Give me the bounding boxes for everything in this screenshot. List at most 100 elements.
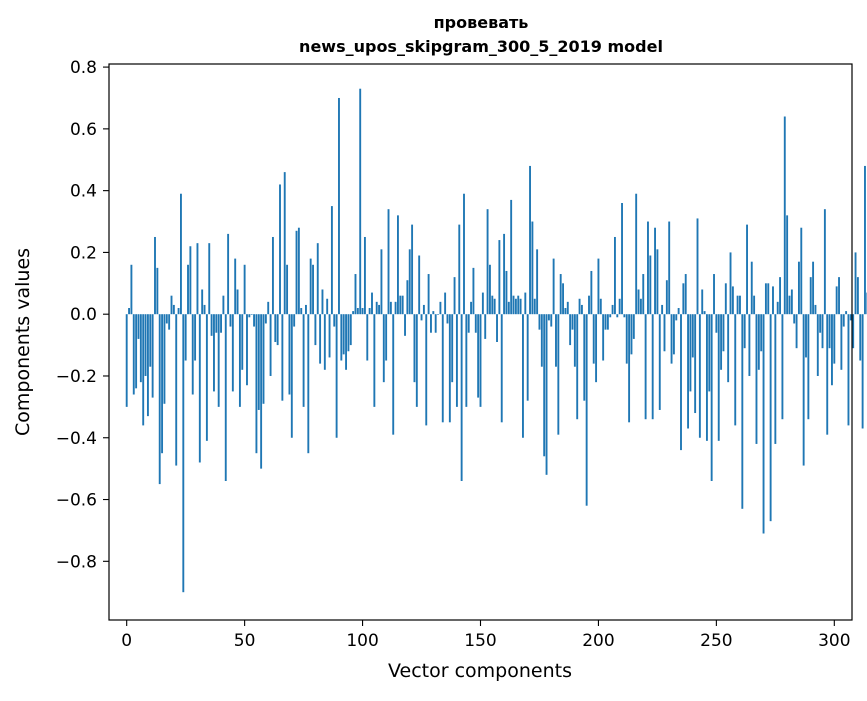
bar-112 — [389, 301, 392, 315]
bar-198 — [592, 314, 595, 364]
bar-109 — [382, 314, 385, 383]
bar-19 — [170, 295, 173, 315]
bar-105 — [373, 314, 376, 407]
bar-309 — [854, 252, 857, 315]
bar-95 — [349, 314, 352, 346]
bar-99 — [359, 88, 362, 315]
bar-76 — [305, 304, 307, 315]
bar-71 — [293, 314, 296, 327]
x-tick-label: 150 — [464, 631, 496, 651]
bar-233 — [675, 314, 678, 321]
bar-203 — [604, 314, 607, 330]
bar-56 — [257, 314, 260, 410]
bar-6 — [139, 314, 142, 383]
x-axis-label: Vector components — [388, 660, 572, 682]
bar-162 — [507, 301, 510, 315]
bar-166 — [517, 295, 520, 315]
bar-270 — [762, 314, 765, 534]
bar-212 — [625, 314, 628, 364]
bar-257 — [731, 286, 734, 315]
bar-300 — [833, 314, 836, 364]
bar-42 — [224, 314, 227, 481]
bar-308 — [852, 314, 855, 349]
bar-93 — [345, 314, 347, 370]
bar-154 — [488, 264, 491, 315]
bar-245 — [703, 311, 706, 315]
bar-107 — [378, 304, 381, 315]
bar-238 — [687, 314, 690, 429]
bar-221 — [647, 221, 649, 315]
bar-47 — [236, 289, 239, 315]
bar-102 — [366, 314, 369, 361]
bar-74 — [300, 308, 303, 315]
bar-290 — [809, 277, 812, 315]
bar-244 — [701, 289, 704, 315]
bar-77 — [307, 314, 310, 454]
bar-31 — [198, 314, 201, 463]
bar-264 — [748, 314, 751, 376]
bar-24 — [182, 314, 185, 593]
bar-171 — [529, 165, 531, 315]
x-axis-ticks: 0 50 100 150 200 250 300 — [121, 620, 851, 651]
bar-258 — [734, 314, 737, 426]
bar-192 — [578, 298, 581, 315]
bar-146 — [470, 301, 473, 315]
bar-218 — [639, 298, 642, 315]
bar-35 — [208, 243, 211, 315]
bar-191 — [576, 314, 579, 420]
bar-255 — [727, 314, 730, 383]
bar-306 — [847, 314, 850, 426]
bar-168 — [522, 314, 524, 438]
bar-2 — [130, 264, 133, 315]
bar-145 — [467, 314, 470, 333]
bar-289 — [807, 314, 810, 420]
bar-165 — [514, 298, 517, 315]
bar-239 — [689, 314, 692, 392]
bar-188 — [569, 314, 572, 346]
plot-frame — [108, 63, 853, 621]
bars-group — [125, 88, 867, 593]
bar-163 — [510, 199, 513, 315]
bar-69 — [288, 314, 291, 395]
bar-110 — [385, 314, 388, 361]
bar-268 — [757, 314, 760, 370]
bar-4 — [135, 314, 138, 389]
bar-45 — [231, 314, 234, 392]
y-tick-label: 0.8 — [70, 58, 97, 78]
bar-305 — [845, 311, 848, 315]
bar-228 — [663, 314, 666, 352]
bar-139 — [453, 277, 456, 315]
bar-9 — [146, 314, 149, 417]
bar-0 — [125, 314, 128, 407]
bar-103 — [368, 308, 371, 315]
bar-32 — [201, 289, 204, 315]
bar-231 — [670, 314, 673, 364]
bar-217 — [637, 289, 640, 315]
bar-11 — [151, 314, 154, 398]
bar-96 — [352, 311, 355, 315]
bar-66 — [281, 314, 284, 401]
bar-194 — [583, 314, 586, 401]
bar-275 — [774, 314, 777, 444]
bar-284 — [795, 314, 798, 349]
bar-227 — [661, 304, 664, 315]
y-axis-label: Components values — [12, 248, 34, 436]
bar-12 — [154, 236, 156, 315]
bar-123 — [415, 314, 418, 407]
y-tick-label: 0.6 — [70, 120, 97, 140]
bar-83 — [321, 289, 324, 315]
bar-48 — [238, 314, 241, 407]
bar-280 — [786, 215, 789, 315]
bar-86 — [328, 314, 331, 358]
bar-266 — [753, 295, 756, 315]
bar-237 — [684, 274, 687, 315]
bar-85 — [326, 298, 329, 315]
bar-116 — [399, 295, 402, 315]
bar-157 — [496, 314, 498, 342]
bar-49 — [241, 314, 244, 370]
bar-182 — [555, 314, 557, 367]
bar-134 — [441, 314, 444, 423]
bar-135 — [444, 292, 447, 315]
bar-25 — [184, 314, 187, 361]
